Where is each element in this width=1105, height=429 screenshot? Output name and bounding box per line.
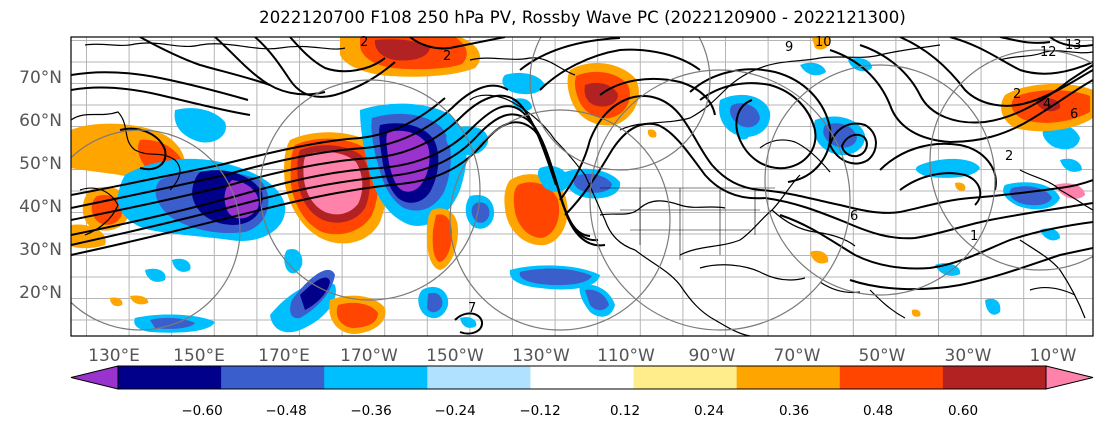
contour-label: 1 — [970, 229, 978, 244]
lat-label: 20°N — [19, 283, 62, 303]
colorbar-outline — [117, 365, 1047, 390]
colorbar-tick-label: −0.36 — [350, 403, 391, 419]
rossby-pc-circles — [71, 37, 1093, 331]
lat-label: 70°N — [19, 68, 62, 88]
colorbar-tick-label: −0.12 — [519, 403, 560, 419]
colorbar — [70, 365, 1094, 390]
colorbar-extend-max — [1045, 365, 1094, 390]
contour-label: 6 — [850, 209, 858, 224]
colorbar-bin — [118, 366, 222, 389]
lon-label: 150°W — [426, 346, 484, 366]
figure-title: 2022120700 F108 250 hPa PV, Rossby Wave … — [259, 8, 906, 27]
map-frame — [70, 36, 1094, 337]
colorbar-tick-label: −0.48 — [265, 403, 306, 419]
colorbar-labels: −0.60 −0.48 −0.36 −0.24 −0.12 0.12 0.24 … — [181, 403, 978, 419]
colorbar-tick-label: 0.24 — [694, 403, 724, 419]
contour-label: 2 — [443, 49, 451, 64]
colorbar-bin — [324, 366, 428, 389]
contour-label: 2 — [360, 35, 368, 50]
lon-label: 170°E — [258, 346, 310, 366]
colorbar-bin — [633, 366, 738, 389]
lon-label: 130°E — [88, 346, 140, 366]
longitude-labels: 130°E 150°E 170°E 170°W 150°W 130°W 110°… — [88, 346, 1077, 366]
colorbar-bin — [221, 366, 325, 389]
contour-label: 6 — [1070, 107, 1078, 122]
colorbar-bin — [530, 366, 635, 389]
colorbar-tick-label: −0.24 — [434, 403, 475, 419]
contour-label: 7 — [468, 301, 476, 316]
contour-label: 9 — [785, 40, 793, 55]
colorbar-bin — [839, 366, 944, 389]
colorbar-extend-min — [70, 365, 119, 390]
lon-label: 110°W — [597, 346, 655, 366]
contour-label: 2 — [1013, 87, 1021, 102]
contour-label-group: 2 2 9 10 12 13 2 4 6 1 7 2 6 — [360, 35, 1082, 316]
lon-label: 130°W — [512, 346, 570, 366]
contour-label: 10 — [815, 35, 832, 50]
colorbar-bin — [736, 366, 841, 389]
lat-label: 50°N — [19, 154, 62, 174]
contour-label: 4 — [1043, 97, 1051, 112]
contour-label: 2 — [1005, 149, 1013, 164]
contour-label: 13 — [1065, 38, 1082, 53]
lon-label: 50°W — [859, 346, 906, 366]
colorbar-tick-label: −0.60 — [181, 403, 222, 419]
lon-label: 10°W — [1030, 346, 1077, 366]
colorbar-bin — [427, 366, 531, 389]
colorbar-tick-label: 0.12 — [610, 403, 640, 419]
contour-label: 12 — [1040, 45, 1057, 60]
colorbar-tick-label: 0.48 — [863, 403, 893, 419]
lon-label: 150°E — [173, 346, 225, 366]
lat-label: 40°N — [19, 197, 62, 217]
colorbar-bin — [942, 366, 1047, 389]
latitude-labels: 20°N 30°N 40°N 50°N 60°N 70°N — [19, 68, 62, 303]
colorbar-tick-label: 0.36 — [779, 403, 809, 419]
lat-label: 60°N — [19, 111, 62, 131]
lon-label: 90°W — [689, 346, 736, 366]
lon-label: 30°W — [945, 346, 992, 366]
colorbar-tick-label: 0.60 — [948, 403, 978, 419]
lon-label: 170°W — [340, 346, 398, 366]
lon-label: 70°W — [774, 346, 821, 366]
lat-label: 30°N — [19, 240, 62, 260]
